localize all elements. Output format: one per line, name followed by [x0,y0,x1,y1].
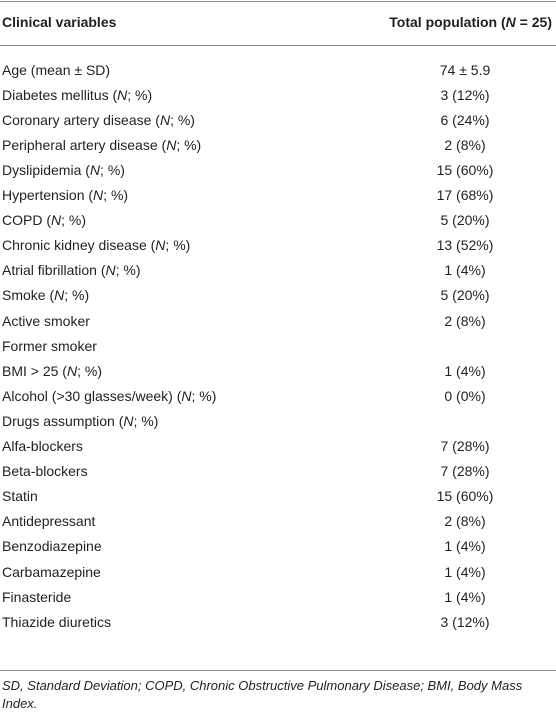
row-label: Peripheral artery disease (N; %) [2,136,202,153]
header-cell: Clinical variables [2,14,117,30]
top-rule [0,1,556,2]
row-label: Benzodiazepine [2,538,102,555]
row-label: Alcohol (>30 glasses/week) (N; %) [2,387,217,404]
row-value: 1 (4%) [444,588,486,605]
row-label: Finasteride [2,588,72,605]
footnote: SD, Standard Deviation; COPD, Chronic Ob… [2,678,523,711]
row-value: 5 (20%) [440,287,490,304]
row-label: Coronary artery disease (N; %) [2,111,195,128]
row-value: 15 (60%) [436,161,494,178]
row-value: 7 (28%) [440,463,490,480]
row-label: Statin [2,488,38,505]
row-label: COPD (N; %) [2,212,87,229]
row-value: 1 (4%) [444,563,486,580]
row-label: Atrial fibrillation (N; %) [2,262,141,279]
row-label: Alfa-blockers [2,438,83,454]
row-value: 5 (20%) [440,212,490,229]
row-label: Antidepressant [2,513,96,530]
header-cell: Total population (N = 25) [389,14,552,30]
row-label: Active smoker [2,312,90,329]
row-value: 2 (8%) [444,312,486,329]
row-value: 7 (28%) [440,438,490,454]
row-value: 2 (8%) [444,136,486,153]
row-label: Chronic kidney disease (N; %) [2,237,191,254]
row-value: 6 (24%) [440,111,490,128]
row-value: 15 (60%) [436,488,494,505]
row-value: 3 (12%) [440,613,490,630]
row-label: Beta-blockers [2,463,88,480]
row-label: Hypertension (N; %) [2,187,129,203]
row-label: Smoke (N; %) [2,287,90,304]
row-value: 17 (68%) [436,187,494,203]
row-value: 3 (12%) [440,86,490,103]
row-value: 2 (8%) [444,513,486,530]
row-label: BMI > 25 (N; %) [2,362,102,379]
row-value: 1 (4%) [444,362,486,379]
row-label: Carbamazepine [2,563,101,580]
row-label: Age (mean ± SD) [2,61,111,78]
row-label: Diabetes mellitus (N; %) [2,86,153,103]
row-value: 1 (4%) [444,262,486,279]
header-rule [0,45,556,46]
row-label: Former smoker [2,337,97,354]
row-value: 0 (0%) [444,387,486,404]
row-value: 13 (52%) [436,237,494,254]
row-label: Thiazide diuretics [2,613,111,630]
bottom-rule [0,670,556,671]
row-label: Drugs assumption (N; %) [2,412,159,429]
row-label: Dyslipidemia (N; %) [2,161,125,178]
row-value: 74 ± 5.9 [439,61,491,78]
row-value: 1 (4%) [444,538,486,555]
